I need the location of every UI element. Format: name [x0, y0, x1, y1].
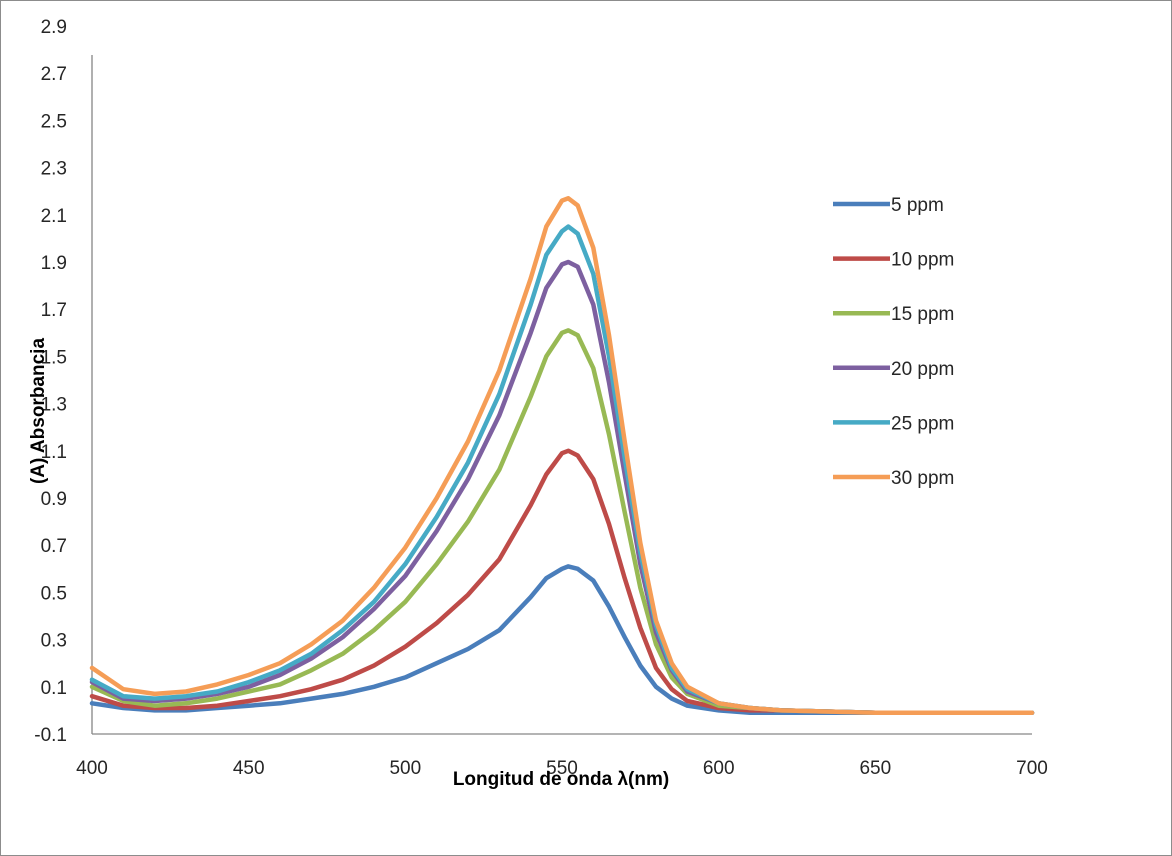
legend-label: 30 ppm: [891, 468, 954, 489]
x-tick-label: 500: [389, 758, 421, 779]
y-tick-label: 2.1: [41, 206, 67, 227]
y-tick-label: 0.5: [41, 583, 67, 604]
legend-label: 15 ppm: [891, 304, 954, 325]
y-tick-label: 2.3: [41, 159, 67, 180]
x-tick-labels: 400 450 500 550 600 650 700: [76, 758, 1048, 779]
x-tick-label: 550: [546, 758, 578, 779]
y-tick-label: 0.3: [41, 631, 67, 652]
y-tick-label: 0.9: [41, 489, 67, 510]
y-tick-label: 2.7: [41, 64, 67, 85]
y-tick-label: 1.1: [41, 442, 67, 463]
y-tick-label: -0.1: [34, 725, 67, 746]
y-axis-title: (A) Absorbancia: [28, 338, 49, 484]
x-tick-label: 400: [76, 758, 108, 779]
x-tick-label: 450: [233, 758, 265, 779]
y-tick-labels: -0.1 0.1 0.3 0.5 0.7 0.9 1.1 1.3 1.5 1.7 1.9 2.1 2.3…: [34, 17, 67, 746]
series-line-2: [89, 448, 1035, 716]
y-tick-label: 1.3: [41, 395, 67, 416]
legend-label: 10 ppm: [891, 250, 954, 271]
x-axis-title: Longitud de onda λ(nm): [453, 769, 669, 790]
series-line-6: [89, 196, 1035, 716]
y-tick-label: 1.5: [41, 347, 67, 368]
legend-label: 5 ppm: [891, 195, 944, 216]
x-tick-label: 700: [1016, 758, 1048, 779]
y-tick-label: 0.1: [41, 678, 67, 699]
y-tick-label: 2.5: [41, 111, 67, 132]
series-lines: [89, 196, 1035, 716]
legend: 5 ppm 10 ppm 15 ppm 20 ppm 25 ppm 30 ppm: [833, 195, 954, 489]
x-tick-label: 650: [859, 758, 891, 779]
y-tick-label: 2.9: [41, 17, 67, 38]
series-line-3: [89, 328, 1035, 716]
y-tick-label: 1.7: [41, 300, 67, 321]
y-tick-label: 0.7: [41, 536, 67, 557]
legend-label: 20 ppm: [891, 359, 954, 380]
x-tick-label: 600: [703, 758, 735, 779]
y-tick-label: 1.9: [41, 253, 67, 274]
legend-label: 25 ppm: [891, 413, 954, 434]
series-line-1: [89, 564, 1035, 716]
